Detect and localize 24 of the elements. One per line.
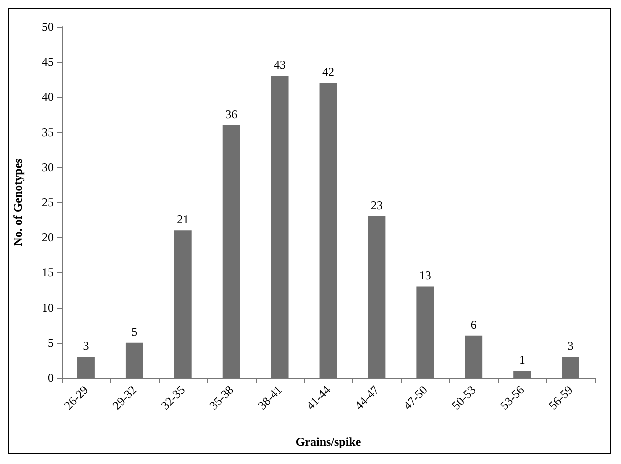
data-label: 3 [568, 338, 574, 353]
y-tick-label: 25 [42, 196, 54, 210]
x-axis-title: Grains/spike [296, 435, 362, 449]
y-tick-label: 5 [48, 336, 54, 350]
data-label: 6 [470, 318, 477, 332]
y-axis-title: No. of Genotypes [11, 158, 25, 246]
data-label: 21 [177, 212, 190, 227]
y-tick-label: 50 [42, 20, 54, 34]
data-label: 42 [322, 65, 334, 80]
y-tick-label: 10 [42, 300, 54, 315]
y-tick-label: 40 [42, 90, 54, 104]
data-label: 43 [274, 58, 286, 72]
data-label: 23 [370, 198, 383, 213]
data-label: 1 [519, 352, 526, 367]
data-label: 3 [83, 338, 90, 353]
y-tick-label: 0 [48, 371, 54, 385]
data-label: 5 [132, 324, 138, 339]
data-label: 36 [226, 107, 238, 122]
y-tick-label: 30 [42, 160, 54, 174]
y-tick-label: 15 [42, 266, 54, 280]
y-tick-label: 45 [42, 55, 54, 70]
y-tick-label: 35 [42, 125, 54, 140]
y-tick-label: 20 [42, 230, 54, 245]
data-label: 13 [419, 268, 432, 283]
